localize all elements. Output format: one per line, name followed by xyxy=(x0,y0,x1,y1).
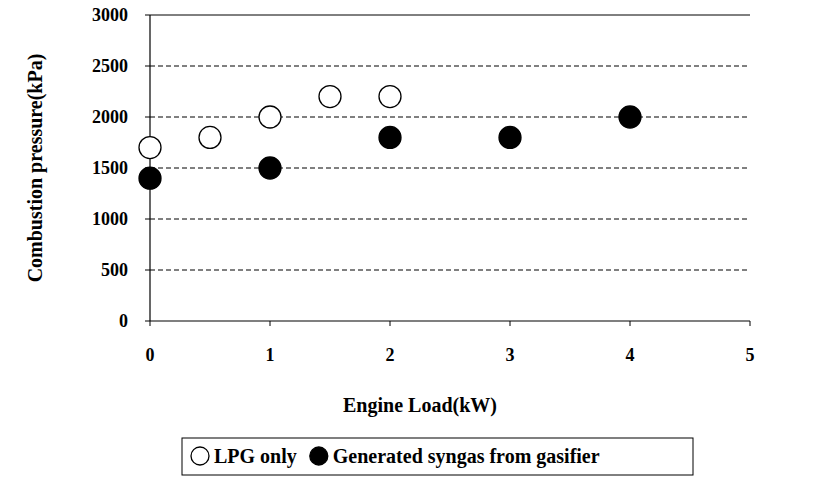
legend: LPG only Generated syngas from gasifier xyxy=(182,438,693,475)
y-tick xyxy=(145,66,150,67)
point xyxy=(379,126,401,148)
x-tick xyxy=(270,321,271,326)
legend-box xyxy=(182,438,693,475)
y-tick-label: 2000 xyxy=(92,107,128,127)
y-tick-label: 1000 xyxy=(92,209,128,229)
legend-label: Generated syngas from gasifier xyxy=(333,445,600,468)
point xyxy=(499,126,521,148)
point xyxy=(379,86,401,108)
x-tick-label: 4 xyxy=(626,345,635,365)
x-tick xyxy=(750,321,751,326)
grid-line xyxy=(150,117,750,118)
point xyxy=(619,106,641,128)
grid-line xyxy=(150,219,750,220)
y-tick xyxy=(145,321,150,322)
point xyxy=(139,167,161,189)
grid-line xyxy=(150,270,750,271)
y-tick xyxy=(145,117,150,118)
x-tick-label: 2 xyxy=(386,345,395,365)
legend-marker xyxy=(310,447,328,465)
point xyxy=(259,157,281,179)
y-tick-label: 500 xyxy=(101,260,128,280)
x-tick-label: 3 xyxy=(506,345,515,365)
point xyxy=(319,86,341,108)
y-tick xyxy=(145,15,150,16)
point xyxy=(259,106,281,128)
y-axis-label: Combustion pressure(kPa) xyxy=(24,54,47,283)
y-tick xyxy=(145,219,150,220)
legend-label: LPG only xyxy=(214,445,297,468)
x-tick xyxy=(150,321,151,326)
x-axis xyxy=(150,320,750,321)
x-tick xyxy=(390,321,391,326)
grid-line xyxy=(150,15,750,16)
point xyxy=(139,137,161,159)
plot-marks xyxy=(139,86,641,190)
point xyxy=(199,126,221,148)
x-axis-label: Engine Load(kW) xyxy=(343,394,497,417)
grid-line xyxy=(150,66,750,67)
grid-line xyxy=(150,168,750,169)
y-tick-label: 3000 xyxy=(92,5,128,25)
y-tick-label: 1500 xyxy=(92,158,128,178)
x-tick xyxy=(510,321,511,326)
x-tick-label: 0 xyxy=(146,345,155,365)
x-tick-label: 1 xyxy=(266,345,275,365)
chart: 0 500 1000 1500 2000 2500 3000 0 1 2 3 4 5 Engine Loa… xyxy=(0,0,815,492)
x-tick xyxy=(630,321,631,326)
y-tick xyxy=(145,270,150,271)
y-tick-label: 2500 xyxy=(92,56,128,76)
y-tick-label: 0 xyxy=(119,311,128,331)
x-tick-label: 5 xyxy=(746,345,755,365)
legend-marker xyxy=(191,447,209,465)
